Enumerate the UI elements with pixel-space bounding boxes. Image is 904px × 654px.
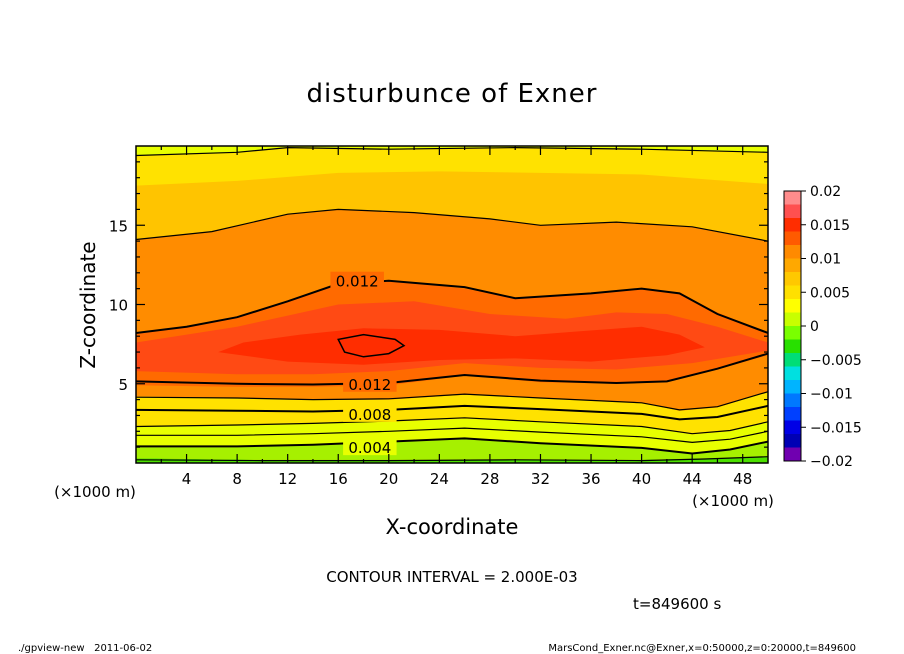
colorbar-swatch (784, 420, 801, 435)
x-tick-label: 16 (329, 470, 348, 488)
colorbar-swatch (784, 272, 801, 286)
x-tick-label: 36 (581, 470, 600, 488)
colorbar-swatch (784, 353, 801, 367)
y-tick-label: 5 (118, 376, 128, 394)
x-unit-label: (×1000 m) (692, 492, 774, 510)
footer-left: ./gpview-new 2011-06-02 (18, 643, 152, 654)
colorbar-swatch (784, 191, 801, 205)
colorbar-tick-label: 0.01 (810, 252, 841, 268)
contour-label: 0.008 (348, 406, 391, 424)
contour-line-2 (136, 427, 768, 444)
colorbar-swatch (784, 447, 801, 462)
contour-line-6 (136, 352, 768, 386)
y-unit-label: (×1000 m) (54, 483, 136, 501)
colorbar-swatch (784, 380, 801, 394)
x-tick-label: 20 (379, 470, 398, 488)
x-tick-label: 40 (632, 470, 651, 488)
colorbar-tick-label: −0.02 (810, 454, 853, 470)
x-axis-title: X-coordinate (386, 515, 519, 539)
colorbar-swatch (784, 366, 801, 381)
contour-label-bg (343, 404, 397, 422)
time-stamp: t=849600 s (633, 595, 721, 613)
colorbar-tick-label: −0.005 (810, 353, 862, 369)
contour-line-3 (136, 417, 768, 435)
x-tick-label: 12 (278, 470, 297, 488)
contour-labels: 0.012 0.012 0.008 0.004 (330, 271, 397, 457)
x-tick-label: 48 (733, 470, 752, 488)
colorbar-swatch (784, 258, 801, 273)
x-tick-label: 28 (480, 470, 499, 488)
colorbar-tick-label: 0.005 (810, 285, 850, 301)
contour-line-8 (136, 208, 768, 242)
band-12 (338, 334, 404, 357)
contour-line-7 (136, 279, 768, 334)
colorbar-swatch (784, 326, 801, 340)
contour-label: 0.012 (336, 273, 379, 291)
band-11 (218, 326, 705, 365)
colorbar-tick-label: 0.02 (810, 184, 841, 200)
contour-interval: CONTOUR INTERVAL = 2.000E-03 (326, 568, 577, 586)
colorbar-swatch (784, 339, 801, 354)
contour-label: 0.004 (348, 439, 391, 457)
chart-title: disturbunce of Exner (307, 79, 598, 109)
footer-right: MarsCond_Exner.nc@Exner,x=0:50000,z=0:20… (548, 643, 856, 654)
x-tick-label: 4 (182, 470, 192, 488)
contour-label-bg (343, 438, 397, 456)
band-2 (136, 439, 768, 460)
contour-line-5 (136, 391, 768, 411)
contour-line-1 (136, 437, 768, 455)
colorbar-swatch (784, 204, 801, 219)
x-tick-label: 8 (232, 470, 242, 488)
contour-label: 0.012 (348, 376, 391, 394)
x-tick-label: 24 (430, 470, 449, 488)
colorbar-tick-label: −0.01 (810, 387, 853, 403)
colorbar-swatch (784, 393, 801, 408)
colorbar-swatch (784, 231, 801, 246)
colorbar-swatch (784, 218, 801, 232)
colorbar: 0.02 0.015 0.01 0.005 0 −0.005 −0.01 −0.015 −0.0… (783, 184, 862, 470)
contour-line-4 (136, 404, 768, 421)
colorbar-ticks: 0.02 0.015 0.01 0.005 0 −0.005 −0.01 −0.015 −0.0… (801, 184, 862, 470)
contour-label-bg (343, 374, 397, 392)
colorbar-tick-label: 0 (810, 319, 819, 335)
colorbar-swatches (784, 191, 801, 462)
colorbar-swatch (784, 407, 801, 421)
colorbar-swatch (784, 434, 801, 448)
colorbar-tick-label: −0.015 (810, 420, 862, 436)
y-tick-label: 10 (109, 297, 128, 315)
contour-field (136, 146, 768, 463)
y-tick-label: 15 (109, 217, 128, 235)
colorbar-tick-label: 0.015 (810, 218, 850, 234)
band-7 (136, 146, 768, 186)
colorbar-swatch (784, 312, 801, 327)
x-tick-label: 44 (683, 470, 702, 488)
contour-label-bg (330, 271, 384, 289)
x-tick-label: 32 (531, 470, 550, 488)
colorbar-swatch (784, 245, 801, 259)
contour-line-core (337, 333, 406, 358)
colorbar-swatch (784, 285, 801, 300)
colorbar-swatch (784, 299, 801, 313)
y-axis-title: Z-coordinate (76, 241, 100, 368)
